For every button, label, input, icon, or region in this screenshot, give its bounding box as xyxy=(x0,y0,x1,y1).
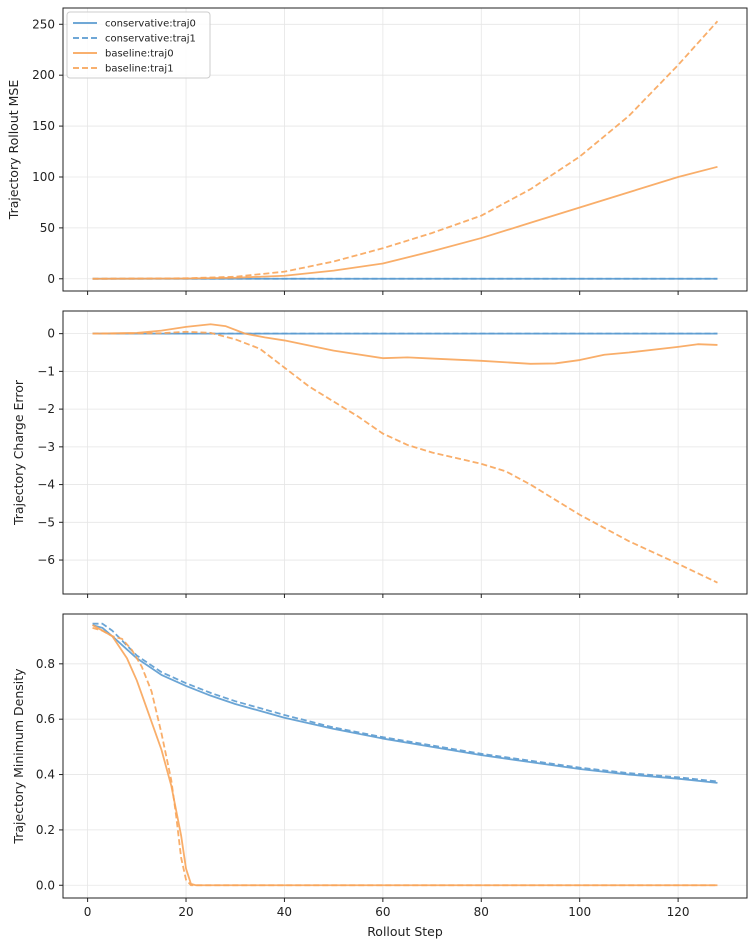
y-tick-label: 0.6 xyxy=(36,712,55,726)
y-tick-label: 150 xyxy=(32,119,55,133)
chart-panel-2: 0 −1 −2 −3 −4 −5 −6 Trajectory Charge Error xyxy=(11,310,748,598)
axes-frame xyxy=(62,613,748,899)
legend-entry-label: baseline:traj0 xyxy=(105,49,174,60)
series-line-baseline-traj0 xyxy=(92,165,718,280)
y-tick-label: −2 xyxy=(37,402,55,416)
y-tick-label: 100 xyxy=(32,170,55,184)
legend-entry-label: baseline:traj1 xyxy=(105,64,174,75)
y-tick-label: 0.4 xyxy=(36,768,55,782)
x-tick-label: 20 xyxy=(178,905,193,919)
x-tick-label: 60 xyxy=(375,905,390,919)
y-tick-label: 0 xyxy=(47,327,55,341)
series-line-baseline-traj1 xyxy=(92,20,719,280)
series-line-baseline-traj1 xyxy=(92,626,718,887)
x-tick-label: 0 xyxy=(84,905,92,919)
x-axis-label: Rollout Step xyxy=(367,924,443,939)
axes-frame xyxy=(62,310,748,595)
y-tick-label: 0.8 xyxy=(36,657,55,671)
legend-entry-label: conservative:traj0 xyxy=(105,19,196,30)
y-axis-label: Trajectory Minimum Density xyxy=(11,668,26,845)
y-tick-label: 200 xyxy=(32,68,55,82)
series-group xyxy=(92,20,719,280)
series-line-conservative-traj0 xyxy=(92,624,718,784)
series-group xyxy=(92,622,718,887)
y-tick-label: 0.0 xyxy=(36,878,55,892)
chart-panel-1: 0 50 100 150 200 250 Trajectory Rollout MSE con… xyxy=(6,7,748,295)
y-tick-label: 0 xyxy=(47,272,55,286)
x-tick-label: 80 xyxy=(474,905,489,919)
x-tick-label: 120 xyxy=(667,905,690,919)
y-tick-label: 250 xyxy=(32,17,55,31)
y-axis-label: Trajectory Rollout MSE xyxy=(6,80,21,221)
series-line-conservative-traj1 xyxy=(92,622,718,783)
y-tick-label: −3 xyxy=(37,440,55,454)
y-tick-label: −6 xyxy=(37,553,55,567)
axes-frame xyxy=(62,7,748,292)
legend-box xyxy=(66,11,211,79)
chart-panel-3: 0 20 40 60 80 100 120 0.0 0.2 0.4 0.6 0.8 Trajectory… xyxy=(11,613,748,939)
y-axis-label: Trajectory Charge Error xyxy=(11,379,26,526)
y-tick-label: −4 xyxy=(37,478,55,492)
y-tick-label: 0.2 xyxy=(36,823,55,837)
series-line-baseline-traj1 xyxy=(92,330,718,584)
series-line-baseline-traj0 xyxy=(92,323,718,365)
y-tick-label: −5 xyxy=(37,515,55,529)
series-group xyxy=(92,323,718,584)
legend: conservative:traj0 conservative:traj1 base… xyxy=(66,11,211,79)
legend-entry-label: conservative:traj1 xyxy=(105,34,196,45)
x-tick-label: 40 xyxy=(277,905,292,919)
x-tick-label: 100 xyxy=(568,905,591,919)
y-tick-label: 50 xyxy=(40,221,55,235)
y-tick-label: −1 xyxy=(37,364,55,378)
